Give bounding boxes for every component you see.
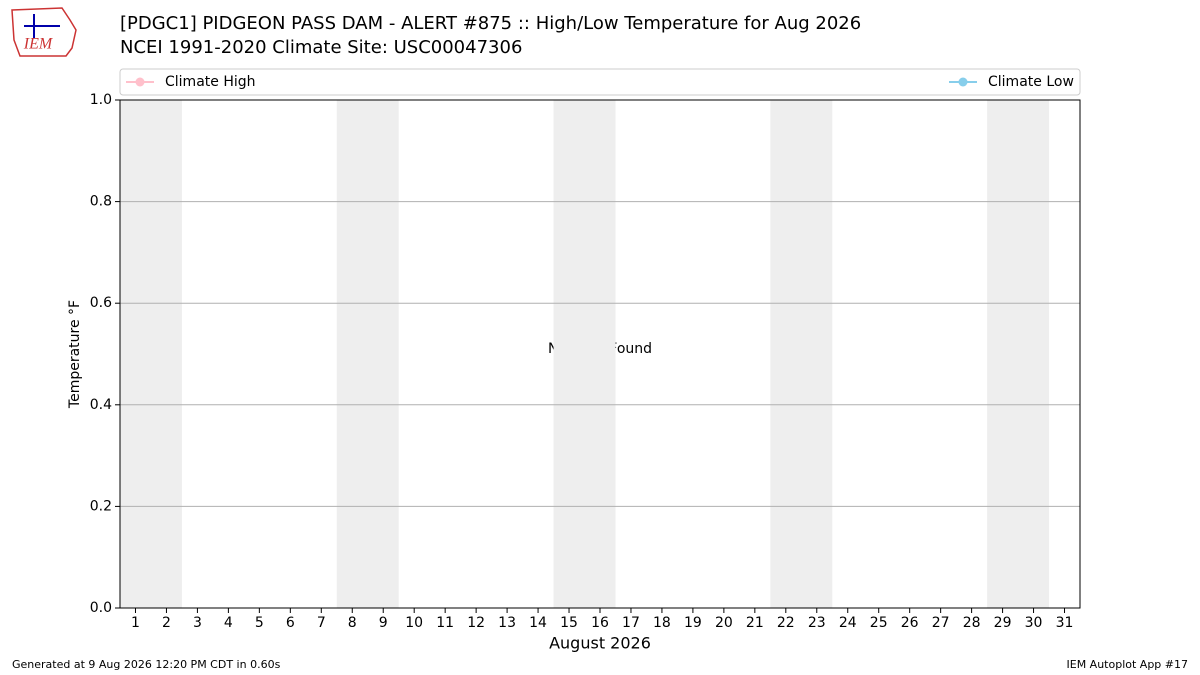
x-tick-label: 28 [963,615,981,631]
x-tick-label: 14 [529,615,547,631]
weekend-band [770,100,833,608]
legend-marker [135,77,145,87]
x-tick-label: 17 [622,615,640,631]
x-tick-label: 12 [467,615,485,631]
y-tick-label: 0.6 [90,295,112,311]
y-tick-label: 0.2 [90,498,112,514]
weekend-band [120,100,182,608]
x-tick-label: 16 [591,615,609,631]
chart-title: [PDGC1] PIDGEON PASS DAM - ALERT #875 ::… [120,13,861,34]
logo: IEM [11,7,77,57]
y-axis-label: Temperature °F [67,300,83,409]
weekend-band [553,100,616,608]
chart-subtitle: NCEI 1991-2020 Climate Site: USC00047306 [120,37,522,58]
x-tick-label: 20 [715,615,733,631]
x-tick-label: 1 [131,615,140,631]
weekend-band [336,100,399,608]
x-tick-label: 5 [255,615,264,631]
x-tick-label: 8 [348,615,357,631]
x-tick-label: 27 [932,615,950,631]
x-tick-label: 7 [317,615,326,631]
x-tick-label: 4 [224,615,233,631]
x-tick-label: 10 [405,615,423,631]
x-axis-label: August 2026 [549,634,651,653]
legend-label: Climate High [165,74,256,90]
x-tick-label: 2 [162,615,171,631]
y-tick-label: 0.0 [90,600,112,616]
plot-frame [119,99,1081,609]
legend-label: Climate Low [988,74,1074,90]
logo-text: IEM [23,36,54,53]
weekend-band [987,100,1050,608]
x-tick-label: 3 [193,615,202,631]
x-tick-label: 13 [498,615,516,631]
x-tick-label: 30 [1025,615,1043,631]
x-tick-label: 19 [684,615,702,631]
x-tick-label: 31 [1056,615,1074,631]
x-tick-label: 24 [839,615,857,631]
x-tick-label: 26 [901,615,919,631]
x-tick-label: 11 [436,615,454,631]
x-tick-label: 23 [808,615,826,631]
footer-left: Generated at 9 Aug 2026 12:20 PM CDT in … [12,658,281,671]
x-tick-label: 21 [746,615,764,631]
x-tick-label: 25 [870,615,888,631]
y-tick-label: 1.0 [90,92,112,108]
x-tick-label: 18 [653,615,671,631]
legend [119,68,1081,96]
x-tick-label: 15 [560,615,578,631]
y-tick-label: 0.4 [90,397,112,413]
x-tick-label: 29 [994,615,1012,631]
x-tick-label: 22 [777,615,795,631]
legend-marker [958,77,968,87]
footer-right: IEM Autoplot App #17 [1067,658,1189,671]
x-tick-label: 9 [379,615,388,631]
y-tick-label: 0.8 [90,194,112,210]
x-tick-label: 6 [286,615,295,631]
